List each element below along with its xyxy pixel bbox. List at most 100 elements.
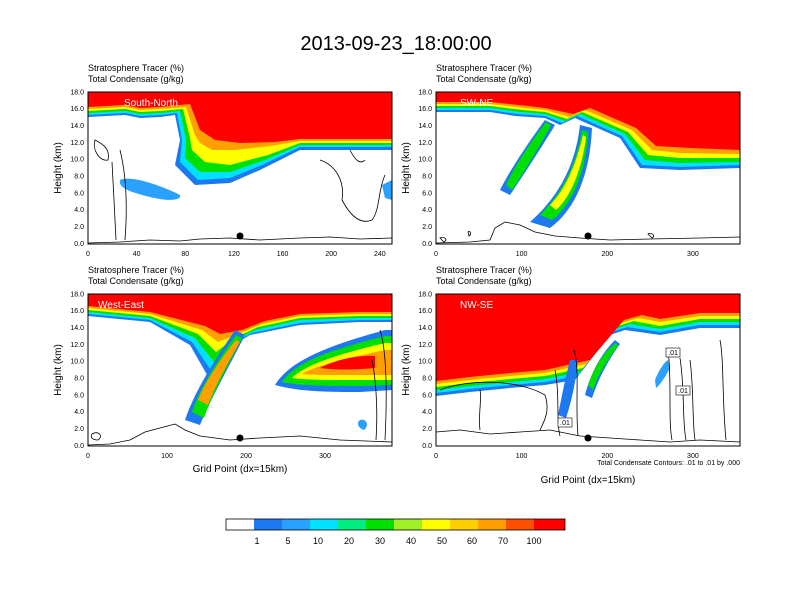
field-plume-mid-inner xyxy=(588,343,618,390)
colorbar-swatch xyxy=(338,519,366,530)
location-marker xyxy=(584,232,592,240)
colorbar-label: 30 xyxy=(375,536,385,546)
contour-label-box-1: .01 xyxy=(665,347,681,358)
y-tick-label: 12.0 xyxy=(418,140,432,147)
y-tick-label: 6.0 xyxy=(422,190,432,197)
field-plume-right-core xyxy=(320,355,375,370)
colorbar-label: 10 xyxy=(313,536,323,546)
x-tick-label: 300 xyxy=(687,453,699,460)
panel-label: SW-NE xyxy=(460,98,493,109)
y-tick-label: 8.0 xyxy=(422,376,432,383)
y-axis-label: Height (km) xyxy=(401,142,412,194)
y-tick-label: 4.0 xyxy=(422,409,432,416)
condensate-contour xyxy=(439,231,655,243)
y-tick-label: 10.0 xyxy=(70,157,84,164)
colorbar-swatch xyxy=(254,519,282,530)
colorbar-label: 60 xyxy=(467,536,477,546)
field-blob-right xyxy=(382,180,392,200)
colorbar-swatch xyxy=(226,519,254,530)
panel-subtitle-line1: Stratosphere Tracer (%) xyxy=(436,265,532,275)
panel-label: NW-SE xyxy=(460,300,493,311)
y-tick-label: 8.0 xyxy=(74,174,84,181)
location-marker xyxy=(236,434,244,442)
colorbar-label: 100 xyxy=(526,536,541,546)
terrain-contour xyxy=(436,429,740,443)
field-blob-low xyxy=(357,419,367,430)
condensate-contour-right xyxy=(319,149,386,222)
y-tick-label: 16.0 xyxy=(418,308,432,315)
x-tick-label: 300 xyxy=(319,453,331,460)
y-tick-label: 18.0 xyxy=(70,292,84,299)
y-tick-label: 0.0 xyxy=(74,241,84,248)
terrain-contour xyxy=(88,423,392,446)
x-tick-label: 200 xyxy=(240,453,252,460)
x-tick-labels: 0 100 200 300 xyxy=(434,453,699,460)
contour-label: .01 xyxy=(668,350,678,357)
field-plume-2-core xyxy=(550,135,586,210)
colorbar: 1 5 10 20 30 40 50 60 70 100 xyxy=(225,518,566,546)
contour-label-bg xyxy=(665,347,681,358)
field-band-red xyxy=(436,294,740,381)
x-tick-label: 0 xyxy=(434,251,438,258)
y-tick-label: 14.0 xyxy=(70,325,84,332)
colorbar-swatch xyxy=(450,519,478,530)
contour-label-bg xyxy=(557,417,573,428)
field-band-red xyxy=(88,92,392,143)
field-plume-1-inner xyxy=(506,122,551,190)
y-tick-label: 18.0 xyxy=(418,90,432,97)
condensate-contour xyxy=(93,139,127,241)
field-plume-2 xyxy=(530,125,592,228)
x-tick-label: 0 xyxy=(86,251,90,258)
contour-note: Total Condensate Contours: .01 to .01 by… xyxy=(597,460,740,467)
axes-frame xyxy=(435,293,741,447)
colorbar-labels: 1 5 10 20 30 40 50 60 70 100 xyxy=(254,536,541,546)
y-tick-label: 4.0 xyxy=(74,409,84,416)
y-tick-label: 6.0 xyxy=(74,190,84,197)
x-tick-label: 200 xyxy=(601,453,613,460)
contour-label: .01 xyxy=(560,420,570,427)
condensate-contour xyxy=(439,339,727,441)
y-tick-label: 2.0 xyxy=(74,426,84,433)
panel-subtitle-line1: Stratosphere Tracer (%) xyxy=(436,63,532,73)
y-tick-label: 0.0 xyxy=(74,443,84,450)
x-tick-label: 240 xyxy=(374,251,386,258)
y-tick-label: 14.0 xyxy=(418,123,432,130)
contour-label-box-3: .01 xyxy=(557,417,573,428)
y-axis-label: Height (km) xyxy=(401,344,412,396)
x-tick-label: 120 xyxy=(228,251,240,258)
y-tick-label: 0.0 xyxy=(422,443,432,450)
y-tick-label: 6.0 xyxy=(74,392,84,399)
colorbar-label: 70 xyxy=(498,536,508,546)
x-tick-label: 300 xyxy=(687,251,699,258)
contour-label-box-2: .01 xyxy=(675,385,691,396)
y-tick-label: 2.0 xyxy=(422,224,432,231)
terrain-contour xyxy=(436,221,740,244)
panel-south-north: Stratosphere Tracer (%) Total Condensate… xyxy=(53,63,393,258)
figure-title: 2013-09-23_18:00:00 xyxy=(300,33,491,55)
y-tick-label: 12.0 xyxy=(418,342,432,349)
y-tick-label: 12.0 xyxy=(70,140,84,147)
x-tick-label: 160 xyxy=(277,251,289,258)
y-tick-label: 16.0 xyxy=(70,106,84,113)
colorbar-swatch xyxy=(394,519,422,530)
y-tick-labels: 0.0 2.0 4.0 6.0 8.0 10.0 12.0 14.0 16.0 … xyxy=(70,90,84,249)
x-tick-label: 0 xyxy=(86,453,90,460)
y-tick-label: 6.0 xyxy=(422,392,432,399)
axes-frame xyxy=(435,91,741,245)
panel-nw-se: Stratosphere Tracer (%) Total Condensate… xyxy=(401,265,741,486)
axes-frame xyxy=(87,293,393,447)
y-axis-label: Height (km) xyxy=(53,142,64,194)
x-axis-label: Grid Point (dx=15km) xyxy=(193,464,288,475)
colorbar-swatch xyxy=(506,519,534,530)
y-tick-labels: 0.0 2.0 4.0 6.0 8.0 10.0 12.0 14.0 16.0 … xyxy=(418,90,432,249)
panel-label: South-North xyxy=(124,98,178,109)
colorbar-swatch xyxy=(478,519,506,530)
colorbar-swatches xyxy=(226,519,565,530)
y-tick-label: 4.0 xyxy=(74,207,84,214)
field-plume-left xyxy=(558,360,578,418)
heatmap-field xyxy=(436,294,740,446)
field-band-red xyxy=(436,92,740,150)
colorbar-label: 50 xyxy=(437,536,447,546)
location-marker xyxy=(236,232,244,240)
